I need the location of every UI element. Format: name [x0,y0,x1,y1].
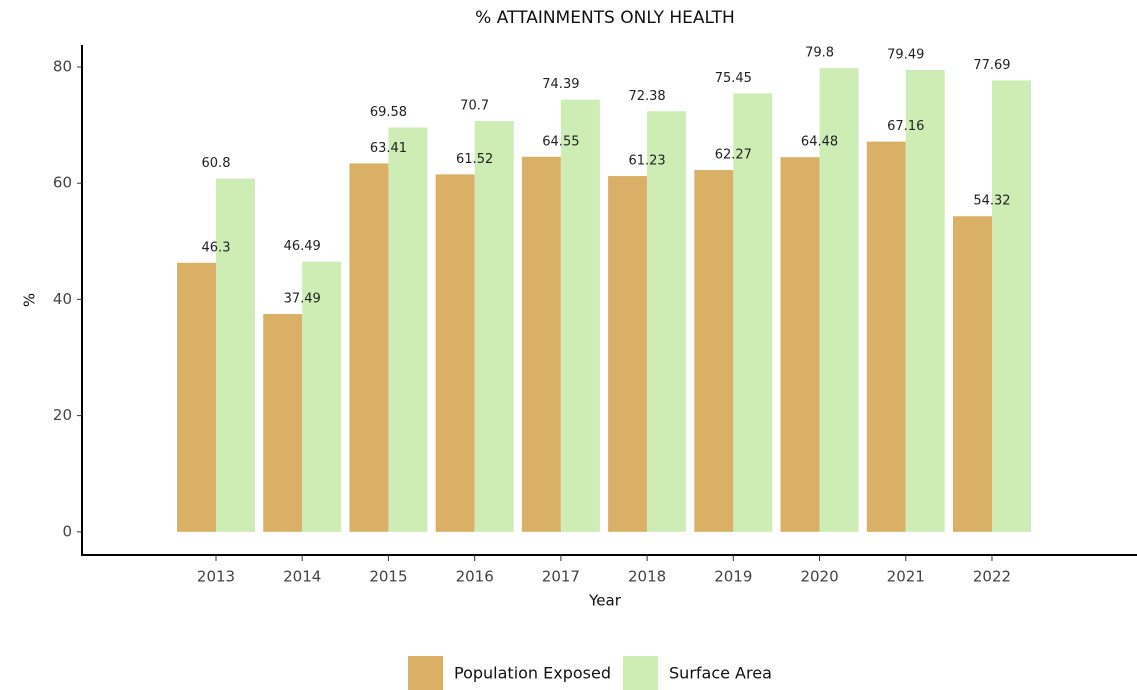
data-label: 63.41 [370,141,407,156]
x-tick-label: 2017 [542,568,580,586]
bar [177,262,216,532]
bar [780,157,820,532]
bar [302,261,342,532]
y-tick-label: 80 [53,58,72,76]
bar [435,174,475,532]
data-label: 79.49 [887,47,924,62]
x-tick-label: 2015 [369,568,407,586]
data-label: 75.45 [715,71,752,86]
bar [388,127,428,532]
x-tick-label: 2016 [456,568,494,586]
bar [952,216,992,532]
bar [349,163,389,532]
data-label: 72.38 [628,89,665,104]
data-label: 37.49 [284,292,321,307]
data-label: 61.23 [628,154,665,169]
data-label: 70.7 [460,99,489,114]
legend-swatch [408,656,443,690]
legend-label: Surface Area [669,664,772,683]
data-label: 46.3 [202,240,231,255]
data-label: 64.48 [801,135,838,150]
bar [819,68,859,532]
x-tick-label: 2020 [800,568,838,586]
bar [733,93,773,532]
bar [991,80,1031,532]
x-tick-label: 2014 [283,568,321,586]
data-label: 60.8 [202,156,231,171]
bar [694,170,734,532]
data-label: 61.52 [456,152,493,167]
data-label: 74.39 [542,77,579,92]
bar [647,111,687,532]
data-label: 64.55 [542,134,579,149]
x-tick-label: 2021 [887,568,925,586]
data-label: 67.16 [887,119,924,134]
bar [560,99,600,532]
bar [866,141,906,532]
x-axis-label: Year [588,592,622,610]
data-label: 69.58 [370,105,407,120]
data-label: 77.69 [973,58,1010,73]
y-tick-label: 20 [53,406,72,424]
y-tick-label: 0 [62,522,72,540]
data-label: 54.32 [973,194,1010,209]
bar [474,121,514,532]
legend-label: Population Exposed [454,664,611,683]
bar [263,314,303,532]
data-label: 46.49 [284,239,321,254]
data-label: 79.8 [805,46,834,61]
chart-title: % ATTAINMENTS ONLY HEALTH [475,8,735,28]
y-tick-label: 60 [53,174,72,192]
x-tick-label: 2022 [973,568,1011,586]
data-label: 62.27 [715,148,752,163]
legend-swatch [623,656,659,690]
x-tick-label: 2018 [628,568,666,586]
bar [608,176,648,532]
y-axis-label: % [21,293,39,307]
bar [216,178,255,532]
y-tick-label: 40 [53,290,72,308]
bar [905,69,945,532]
x-tick-label: 2013 [197,568,235,586]
bar [521,156,561,532]
x-tick-label: 2019 [714,568,752,586]
